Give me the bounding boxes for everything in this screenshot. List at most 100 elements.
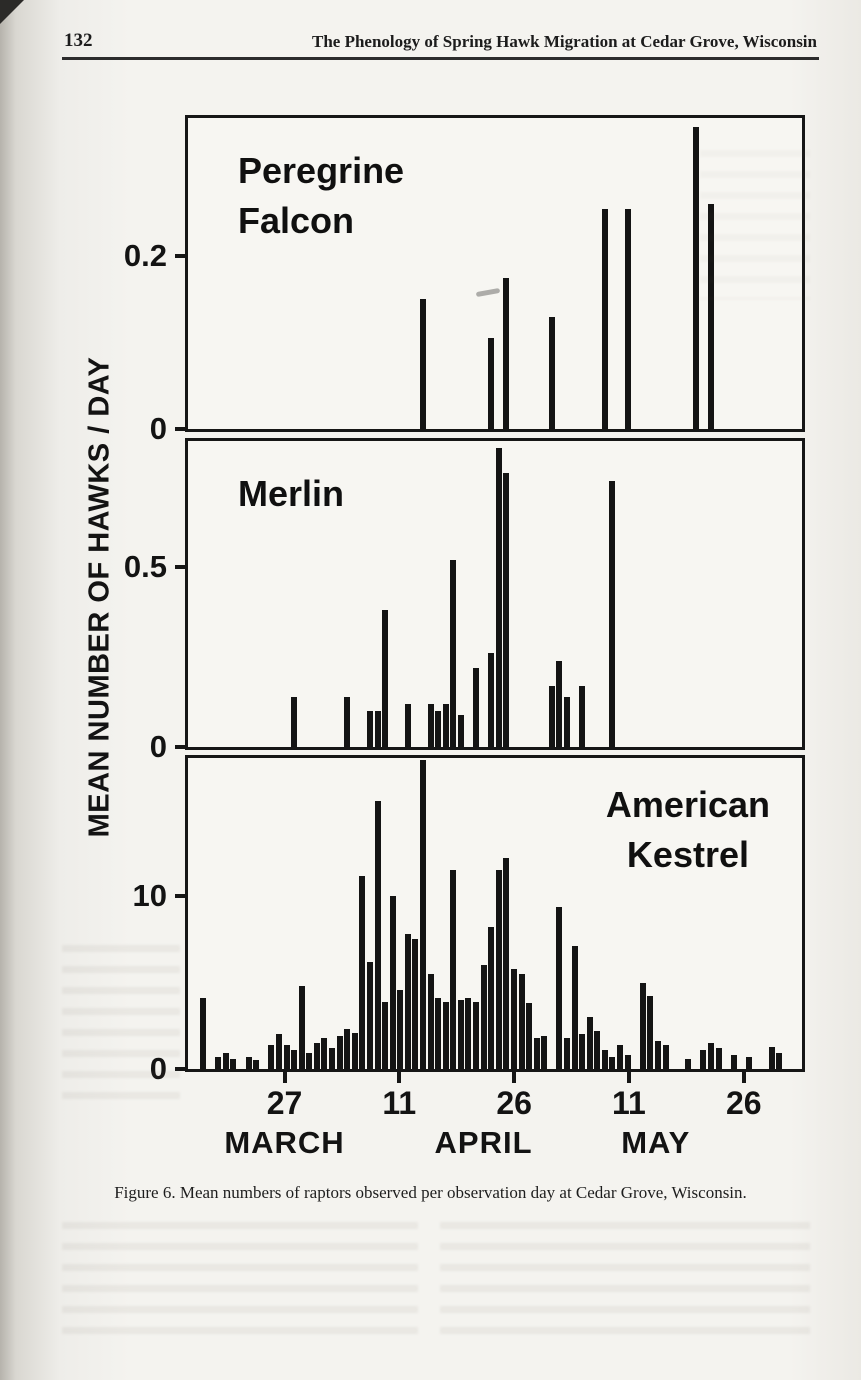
bar — [586, 1017, 593, 1069]
bar — [510, 968, 517, 1069]
bar — [503, 277, 510, 429]
bar — [556, 660, 563, 747]
y-tick-mark — [175, 254, 188, 259]
bar — [601, 1050, 608, 1069]
bar — [366, 961, 373, 1069]
bar — [624, 1055, 631, 1069]
bar — [419, 299, 426, 429]
bar — [495, 870, 502, 1069]
bar — [662, 1044, 669, 1069]
y-tick-label: 0 — [149, 411, 167, 446]
figure-6: Peregrine Falcon 0.2 0 Merlin 0.5 0 America… — [124, 115, 805, 1086]
bar — [465, 998, 472, 1069]
bleed-through-text — [700, 150, 810, 300]
bar — [692, 126, 699, 429]
y-tick: 0.2 — [124, 238, 188, 274]
chart-panel-merlin: Merlin 0.5 0 — [124, 438, 805, 764]
bar — [708, 204, 715, 429]
y-tick-mark — [175, 565, 188, 569]
month-label: MARCH — [224, 1125, 345, 1160]
bar — [275, 1034, 282, 1069]
bar — [298, 986, 305, 1069]
y-tick: 0 — [150, 411, 188, 447]
chart-panel-peregrine-falcon: Peregrine Falcon 0.2 0 — [124, 115, 805, 446]
bar — [609, 480, 616, 747]
bar — [442, 703, 449, 747]
month-label: APRIL — [434, 1125, 533, 1160]
bar — [533, 1037, 540, 1069]
bar — [708, 1043, 715, 1069]
bar — [556, 906, 563, 1069]
bar — [215, 1056, 222, 1069]
bar — [564, 696, 570, 747]
y-tick: 0 — [150, 1051, 188, 1087]
header-rule — [62, 57, 819, 60]
bar — [541, 1036, 548, 1069]
y-tick-label: 0 — [149, 729, 167, 764]
y-tick-mark — [175, 894, 188, 899]
bar — [564, 1037, 570, 1069]
bar — [268, 1044, 275, 1069]
bar — [457, 999, 464, 1069]
bar — [473, 667, 480, 747]
bar — [427, 703, 434, 747]
bar — [594, 1031, 601, 1069]
y-tick-label: 0.5 — [123, 549, 167, 584]
bar — [495, 448, 502, 747]
bar — [488, 338, 495, 429]
bar — [382, 610, 389, 747]
bar — [329, 1048, 336, 1069]
bar — [768, 1046, 775, 1069]
figure-caption: Figure 6. Mean numbers of raptors observ… — [114, 1183, 747, 1202]
x-axis: 27 11 26 11 26 MARCH APRIL MAY — [185, 1069, 805, 1179]
x-tick-label: 11 — [612, 1085, 646, 1121]
scan-edge-corner — [0, 0, 24, 24]
bar — [412, 939, 419, 1069]
x-tick-label: 27 — [266, 1085, 303, 1121]
bar — [253, 1060, 260, 1069]
bar — [700, 1050, 707, 1069]
bleed-through-text — [62, 945, 180, 1110]
bar — [548, 316, 555, 429]
bar — [321, 1037, 328, 1069]
bar — [571, 946, 578, 1069]
bar — [579, 1034, 586, 1069]
bar — [639, 982, 646, 1069]
bar — [404, 934, 411, 1069]
month-label: MAY — [621, 1125, 691, 1160]
x-tick-mark — [397, 1069, 402, 1083]
bar — [419, 759, 426, 1069]
bar — [435, 998, 442, 1069]
bar — [344, 696, 351, 747]
x-tick-mark — [626, 1069, 631, 1083]
page-number: 132 — [64, 30, 93, 51]
bar — [609, 1056, 616, 1069]
panel-title: Peregrine Falcon — [238, 150, 405, 242]
panel-title: Merlin — [238, 473, 345, 514]
y-tick: 0 — [150, 729, 188, 765]
bar — [480, 965, 487, 1069]
bar — [450, 559, 457, 747]
bar — [230, 1058, 237, 1069]
bar — [359, 875, 366, 1069]
plot-area — [188, 758, 802, 1069]
plot-area — [188, 118, 802, 429]
y-axis-label: MEAN NUMBER OF HAWKS / DAY — [83, 356, 116, 838]
bar — [776, 1053, 783, 1069]
y-tick: 0.5 — [124, 549, 188, 585]
x-tick-mark — [741, 1069, 746, 1083]
x-tick-mark — [512, 1069, 517, 1083]
running-title: The Phenology of Spring Hawk Migration a… — [311, 32, 817, 51]
bar — [306, 1053, 313, 1069]
bar — [685, 1058, 692, 1069]
plot-area — [188, 441, 802, 747]
y-tick-label: 10 — [132, 878, 167, 914]
x-tick-label: 26 — [496, 1085, 532, 1121]
bar — [389, 896, 396, 1069]
bar — [526, 1003, 533, 1069]
bar — [291, 1050, 298, 1069]
bar — [397, 989, 404, 1069]
bar — [442, 1001, 449, 1069]
bleed-through-text — [62, 1222, 418, 1347]
y-tick-mark — [175, 427, 188, 431]
